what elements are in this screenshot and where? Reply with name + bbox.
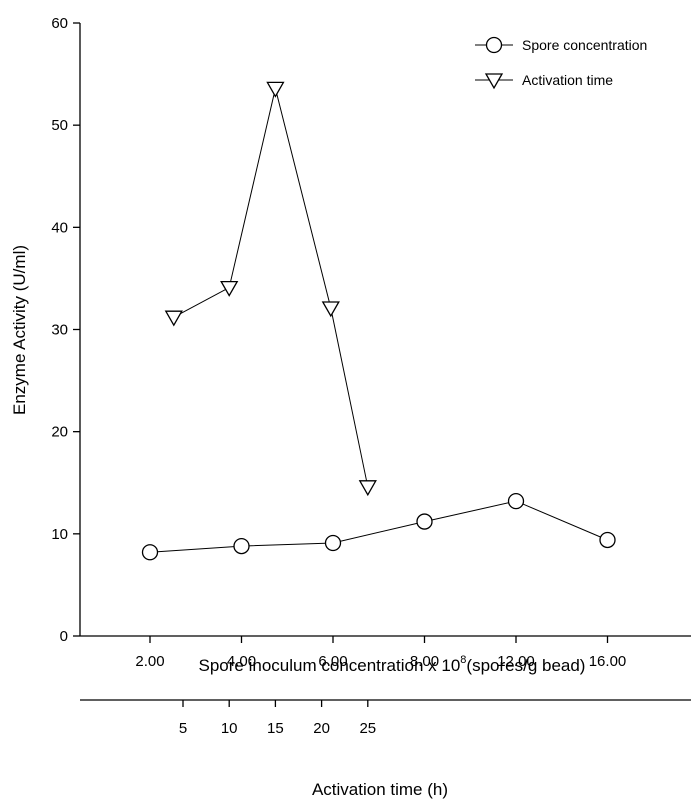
data-point-activation-time <box>321 301 340 318</box>
x-tick-label: 8.00 <box>410 653 439 670</box>
legend: Spore concentration Activation time <box>475 36 647 90</box>
legend-label-spore-concentration: Spore concentration <box>522 37 647 53</box>
y-tick-label: 30 <box>51 322 68 339</box>
data-point-activation-time <box>164 310 183 327</box>
legend-item-spore-concentration: Spore concentration <box>475 36 647 54</box>
data-point-activation-time <box>220 280 239 297</box>
y-tick-label: 60 <box>51 15 68 32</box>
x-axis-title-spore-concentration: Spore inoculum concentration x 108(spore… <box>199 654 586 675</box>
y-tick-label: 50 <box>51 117 68 134</box>
x2-tick-label: 10 <box>221 720 238 737</box>
legend-marker-circle <box>485 36 503 54</box>
x2-tick-label: 15 <box>267 720 284 737</box>
x-tick-label: 4.00 <box>227 653 256 670</box>
data-point-spore-concentration <box>233 537 250 555</box>
series-line-spore-concentration <box>149 500 608 553</box>
data-point-spore-concentration <box>324 534 342 552</box>
y-axis-title: Enzyme Activity (U/ml) <box>10 245 29 415</box>
data-point-spore-concentration <box>416 513 433 530</box>
y-tick-label: 40 <box>51 219 68 236</box>
data-point-activation-time <box>266 81 285 98</box>
legend-marker-triangle-down <box>484 73 504 90</box>
x-axis-title-activation-time: Activation time (h) <box>312 780 448 799</box>
x2-tick-label: 25 <box>359 720 376 737</box>
x-axis-title-superscript: 8 <box>460 654 466 666</box>
x-tick-label: 16.00 <box>589 653 627 670</box>
x2-tick-label: 5 <box>179 720 187 737</box>
x-tick-label: 12.00 <box>497 653 535 670</box>
x-tick-label: 2.00 <box>135 653 164 670</box>
y-tick-label: 0 <box>60 628 68 645</box>
y-ticks: 0 10 20 30 40 50 60 <box>51 15 80 645</box>
data-point-spore-concentration <box>599 531 616 549</box>
series-line-activation-time <box>173 88 369 487</box>
x2-tick-label: 20 <box>313 720 330 737</box>
x-tick-label: 6.00 <box>318 653 347 670</box>
data-point-spore-concentration <box>141 544 159 561</box>
plot-frame <box>79 23 691 701</box>
data-point-activation-time <box>358 480 377 497</box>
x-axis-title-tail: (spores/g bead) <box>466 656 585 675</box>
x-ticks-spore-concentration: 2.00 4.00 6.00 8.00 12.00 16.00 <box>135 636 626 670</box>
x-axis-title-main: Spore inoculum concentration x 10 <box>199 656 461 675</box>
legend-item-activation-time: Activation time <box>475 72 613 90</box>
y-tick-label: 20 <box>51 424 68 441</box>
legend-label-activation-time: Activation time <box>522 72 613 88</box>
data-point-spore-concentration <box>507 492 525 510</box>
x-ticks-activation-time: 5 10 15 20 25 <box>179 700 376 737</box>
y-tick-label: 10 <box>51 526 68 543</box>
series-layer <box>141 81 616 561</box>
